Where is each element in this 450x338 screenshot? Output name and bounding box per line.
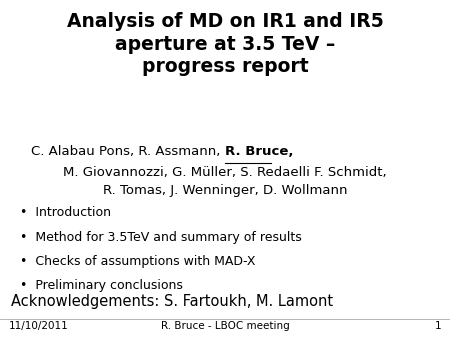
Text: C. Alabau Pons, R. Assmann,: C. Alabau Pons, R. Assmann,: [32, 145, 225, 158]
Text: Analysis of MD on IR1 and IR5
aperture at 3.5 TeV –
progress report: Analysis of MD on IR1 and IR5 aperture a…: [67, 12, 383, 76]
Text: 11/10/2011: 11/10/2011: [9, 320, 69, 331]
Text: •  Introduction: • Introduction: [20, 206, 111, 219]
Text: Acknowledgements: S. Fartoukh, M. Lamont: Acknowledgements: S. Fartoukh, M. Lamont: [11, 294, 333, 309]
Text: 1: 1: [434, 320, 441, 331]
Text: •  Method for 3.5TeV and summary of results: • Method for 3.5TeV and summary of resul…: [20, 231, 302, 243]
Text: M. Giovannozzi, G. Müller, S. Redaelli F. Schmidt,: M. Giovannozzi, G. Müller, S. Redaelli F…: [63, 166, 387, 178]
Text: R. Bruce - LBOC meeting: R. Bruce - LBOC meeting: [161, 320, 289, 331]
Text: •  Checks of assumptions with MAD-X: • Checks of assumptions with MAD-X: [20, 255, 256, 268]
Text: •  Preliminary conclusions: • Preliminary conclusions: [20, 279, 183, 292]
Text: R. Bruce,: R. Bruce,: [225, 145, 293, 158]
Text: R. Tomas, J. Wenninger, D. Wollmann: R. Tomas, J. Wenninger, D. Wollmann: [103, 184, 347, 197]
